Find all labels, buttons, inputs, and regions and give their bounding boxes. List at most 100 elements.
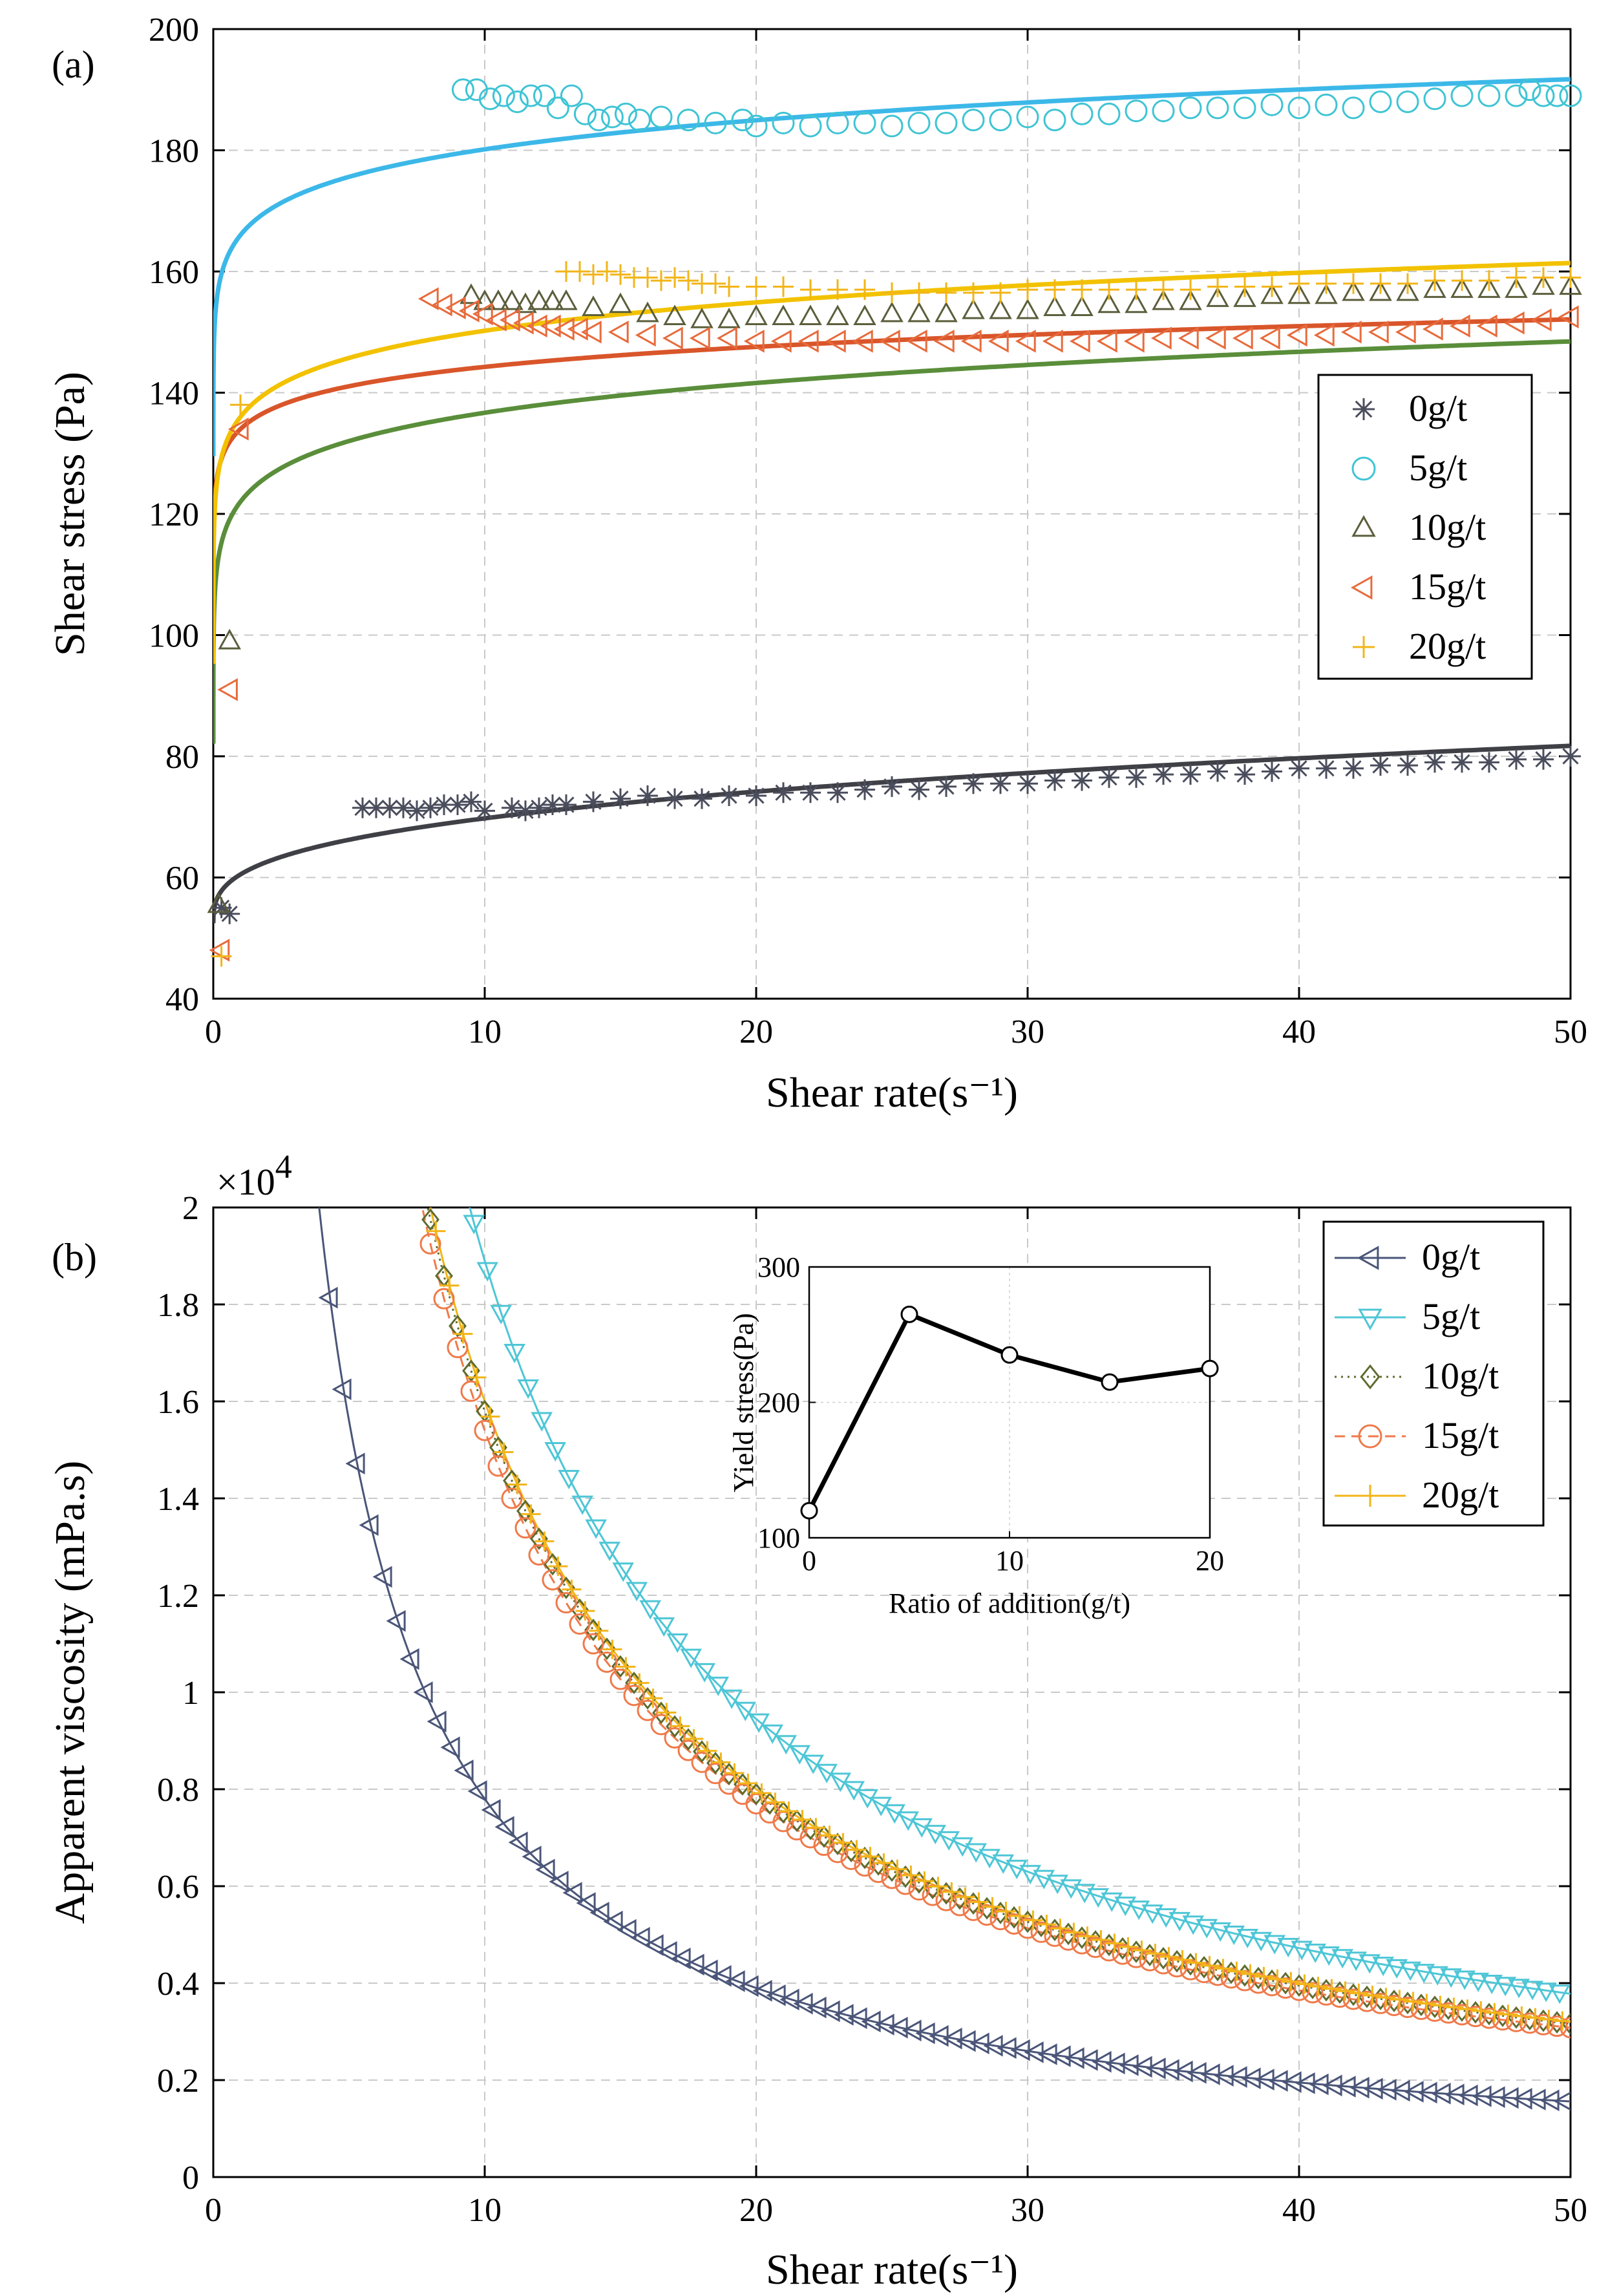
inset-grid	[809, 1267, 1210, 1538]
data-point-0gt	[1207, 761, 1228, 782]
data-point-0gt	[1017, 773, 1038, 794]
panel-b-x-tick-label: 20	[739, 2192, 773, 2229]
data-point-15gt	[1410, 1998, 1432, 2020]
legend-marker-0gt-icon	[1353, 398, 1375, 420]
data-point-15gt	[1342, 1988, 1364, 2010]
data-point-20gt	[678, 270, 699, 292]
data-point-5gt	[614, 102, 637, 125]
data-point-20gt	[1362, 1985, 1382, 2005]
data-point-0gt	[909, 779, 929, 800]
data-point-0gt	[882, 776, 902, 797]
legend-marker-20gt-icon	[1353, 636, 1375, 658]
legend-marker-15gt-icon	[1358, 1424, 1382, 1449]
data-point-15gt	[1042, 330, 1063, 353]
data-point-20gt	[1145, 1944, 1165, 1964]
data-point-20gt	[969, 1892, 989, 1912]
data-point-0gt	[494, 1816, 514, 1838]
y-multiplier-label: ×104	[217, 1149, 292, 1203]
data-point-5gt	[585, 1519, 608, 1539]
data-point-5gt	[1318, 1946, 1340, 1966]
data-point-15gt	[716, 326, 737, 350]
data-point-10gt	[449, 1314, 467, 1337]
panel-b-legend-box	[1322, 1220, 1545, 1527]
data-point-0gt	[542, 794, 563, 815]
panel-b-y-tick-label: 0.8	[157, 1772, 199, 1809]
data-point-0gt	[725, 1970, 745, 1992]
panel-b-y-tick-label: 0.6	[157, 1869, 199, 1906]
panel-b-y-tick-label: 0	[182, 2160, 199, 2196]
data-point-5gt	[707, 1676, 730, 1696]
panel-b-data-points	[318, 1208, 1571, 2112]
data-point-5gt	[748, 1713, 770, 1733]
data-point-5gt	[1518, 78, 1541, 101]
data-point-20gt	[670, 1716, 690, 1736]
apparent-viscosity-chart: (b) 0 10 20 30 40 5000.20.40.60.811.21.41.61.…	[47, 1149, 1587, 2293]
data-point-20gt	[1240, 1964, 1260, 1984]
data-point-15gt	[1098, 1940, 1120, 1962]
data-point-0gt	[1316, 758, 1337, 779]
data-point-0gt	[529, 797, 549, 818]
data-point-5gt	[560, 84, 583, 107]
data-point-15gt	[1451, 2004, 1473, 2026]
data-point-5gt	[1250, 1931, 1273, 1951]
data-point-20gt	[1552, 2011, 1571, 2031]
data-point-0gt	[861, 2010, 881, 2033]
data-point-15gt	[635, 323, 656, 347]
data-point-20gt	[1200, 1956, 1220, 1976]
data-point-5gt	[1481, 1975, 1503, 1995]
data-point-20gt	[765, 1792, 785, 1812]
data-point-10gt	[636, 301, 659, 323]
data-point-5gt	[517, 1379, 540, 1399]
data-point-5gt	[1209, 1922, 1232, 1942]
data-point-0gt	[766, 1984, 786, 2006]
data-point-15gt	[555, 1592, 577, 1614]
data-point-15gt	[662, 326, 683, 350]
panel-a-x-axis-title: Shear rate(s⁻¹)	[766, 1069, 1018, 1116]
legend-a-10gt-label: 10g/t	[1409, 506, 1486, 548]
shear-stress-chart: (a) 0 10 20 30 40 50406080100120140160180200 …	[47, 12, 1587, 1116]
panel-a-y-tick-label: 200	[149, 12, 199, 48]
data-point-5gt	[1535, 1982, 1558, 2003]
data-point-20gt	[833, 1833, 853, 1853]
data-point-20gt	[963, 282, 984, 303]
fit-curve-10gt	[213, 339, 1571, 744]
data-point-20gt	[854, 279, 875, 301]
data-point-5gt	[962, 109, 985, 132]
data-point-20gt	[1064, 1922, 1084, 1942]
data-point-15gt	[1232, 326, 1253, 350]
data-point-0gt	[399, 1648, 419, 1670]
data-point-15gt	[1424, 2000, 1446, 2022]
data-point-0gt	[386, 1610, 406, 1632]
data-point-0gt	[556, 794, 577, 815]
data-point-0gt	[779, 1988, 799, 2011]
data-point-0gt	[1234, 764, 1255, 785]
panel-b-y-tick-label: 1	[182, 1675, 199, 1712]
data-point-20gt	[1213, 1959, 1233, 1979]
data-point-5gt	[531, 1412, 553, 1432]
legend-marker-15gt-icon	[1350, 575, 1373, 600]
data-point-5gt	[1342, 96, 1365, 120]
data-point-5gt	[1549, 1984, 1571, 2004]
data-point-10gt	[1505, 277, 1528, 298]
data-point-0gt	[420, 797, 441, 818]
data-point-5gt	[546, 96, 569, 120]
data-point-10gt	[663, 304, 686, 326]
data-point-0gt	[589, 1902, 609, 1924]
data-point-10gt	[826, 304, 849, 326]
data-point-0gt	[854, 779, 875, 800]
data-point-20gt	[738, 1773, 758, 1793]
data-point-20gt	[827, 279, 848, 301]
data-point-5gt	[1345, 1951, 1368, 1972]
data-point-5gt	[680, 1648, 703, 1668]
data-point-5gt	[911, 1818, 933, 1838]
data-point-10gt	[1532, 274, 1555, 295]
data-point-15gt	[1476, 314, 1497, 338]
panel-a-legend: 0g/t 5g/t 10g/t 15g/t 20g/t	[1317, 374, 1533, 680]
data-point-5gt	[628, 109, 651, 132]
legend-b-20gt-label: 20g/t	[1422, 1474, 1499, 1516]
data-point-0gt	[874, 2014, 894, 2036]
panel-a-x-tick-label: 40	[1282, 1014, 1316, 1050]
data-point-5gt	[721, 1689, 743, 1709]
data-point-0gt	[834, 2004, 854, 2026]
data-point-20gt	[651, 270, 672, 292]
